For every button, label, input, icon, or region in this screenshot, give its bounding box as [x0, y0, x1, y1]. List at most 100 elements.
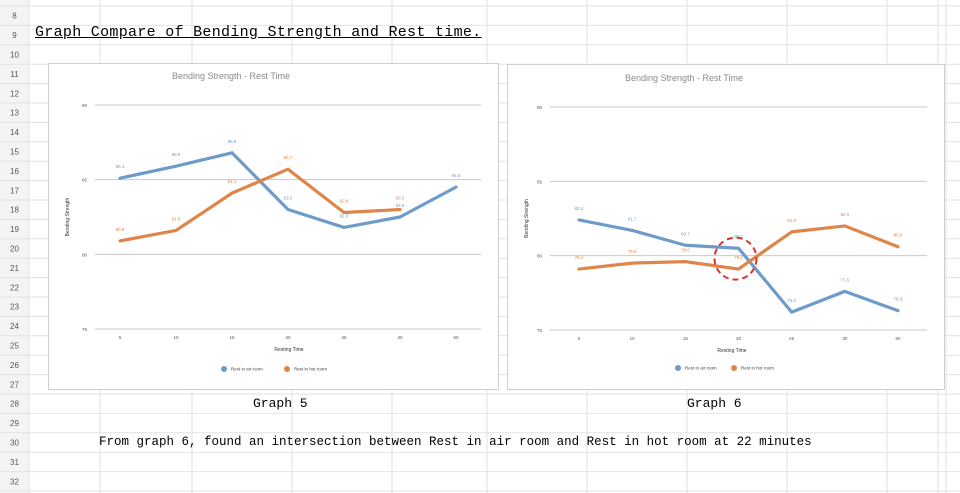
sheet-heading: Graph Compare of Bending Strength and Re… [35, 24, 482, 41]
series-hot-room-data-label: 84.1 [228, 179, 237, 184]
series-air-room-data-label: 86.8 [228, 139, 237, 144]
chart-graph-5[interactable]: Bending Strength - Rest Time 75 80 85 90 5 10 1… [48, 63, 499, 390]
chart-graph-6[interactable]: Bending Strength - Rest Time 75 80 85 90 5 10 1… [507, 64, 945, 390]
x-tick-label: 20 [736, 336, 742, 341]
row-number: 28 [10, 400, 19, 409]
y-tick-label: 90 [82, 103, 88, 108]
x-tick-label: 25 [341, 335, 347, 340]
series-air-room-data-label: 77.6 [840, 277, 849, 282]
row-number: 24 [10, 322, 19, 331]
legend-label: Rest in hot room [741, 366, 774, 371]
x-tick-label: 10 [173, 335, 179, 340]
legend-marker [284, 366, 290, 372]
row-number: 11 [10, 70, 19, 79]
graph-6-caption: Graph 6 [687, 396, 742, 411]
x-tick-label: 5 [119, 335, 122, 340]
x-tick-label: 15 [229, 335, 235, 340]
graph-5-caption: Graph 5 [253, 396, 308, 411]
series-air-room-line [577, 218, 900, 314]
row-number: 32 [10, 477, 19, 486]
series-hot-room-data-label: 82.8 [340, 199, 349, 204]
series-air-room-data-label: 85.1 [116, 164, 125, 169]
series-air-room-data-label: 83.0 [284, 196, 293, 201]
legend-label: Rest in air room [231, 367, 263, 372]
series-air-room-data-label: 76.3 [894, 297, 903, 302]
series-air-room-data-label: 81.7 [628, 216, 637, 221]
row-number: 9 [12, 31, 17, 40]
row-header-column [0, 0, 29, 493]
intersection-note: From graph 6, found an intersection betw… [99, 435, 812, 449]
series-air-room-data-label: 76.2 [787, 298, 796, 303]
series-hot-room-data-label: 81.6 [787, 218, 796, 223]
chart-title: Bending Strength - Rest Time [172, 71, 290, 81]
x-tick-label: 60 [895, 336, 901, 341]
series-hot-room-line [577, 224, 900, 271]
x-tick-label: 30 [397, 335, 403, 340]
y-axis-label: Bending Strength [524, 199, 530, 238]
y-tick-label: 90 [537, 105, 543, 110]
row-number: 19 [10, 225, 19, 234]
row-number: 22 [10, 283, 19, 292]
series-hot-room-data-label: 79.1 [575, 255, 584, 260]
row-number: 16 [10, 167, 19, 176]
row-number: 8 [12, 12, 17, 21]
row-number: 21 [10, 264, 19, 273]
y-axis-label: Bending Strength [65, 197, 71, 236]
x-tick-label: 25 [789, 336, 795, 341]
series-hot-room-data-label: 82.0 [840, 212, 849, 217]
y-tick-label: 85 [537, 179, 543, 184]
legend-label: Rest in hot room [294, 367, 327, 372]
x-tick-label: 15 [683, 336, 689, 341]
row-number: 14 [10, 128, 19, 137]
series-hot-room-data-label: 79.6 [681, 248, 690, 253]
row-number: 30 [10, 439, 19, 448]
series-hot-room-data-label: 83.0 [396, 196, 405, 201]
x-axis-label: Resting Time [274, 347, 303, 353]
x-axis-label: Resting Time [717, 348, 746, 354]
series-air-room-data-label: 80.7 [681, 231, 690, 236]
series-hot-room-line [118, 167, 402, 243]
row-number: 18 [10, 206, 19, 215]
y-tick-label: 80 [82, 252, 88, 257]
y-tick-label: 80 [537, 254, 543, 259]
row-number: 25 [10, 342, 19, 351]
legend-marker [221, 366, 227, 372]
row-number: 12 [10, 89, 19, 98]
series-air-room-data-label: 85.9 [172, 152, 181, 157]
y-tick-label: 75 [82, 327, 88, 332]
series-air-room-data-label: 82.5 [396, 203, 405, 208]
x-tick-label: 30 [842, 336, 848, 341]
legend-marker [731, 365, 737, 371]
y-tick-label: 85 [82, 178, 88, 183]
legend-marker [675, 365, 681, 371]
x-tick-label: 10 [630, 336, 636, 341]
row-number: 27 [10, 380, 19, 389]
row-number: 31 [10, 458, 19, 467]
row-number: 13 [10, 109, 19, 118]
legend-label: Rest in air room [685, 366, 717, 371]
series-air-room-line [118, 151, 458, 230]
series-air-room-data-label: 82.4 [575, 206, 584, 211]
series-air-room-data-label: 84.5 [452, 173, 461, 178]
row-number: 10 [10, 51, 19, 60]
row-number: 26 [10, 361, 19, 370]
x-tick-label: 5 [578, 336, 581, 341]
x-tick-label: 60 [453, 335, 459, 340]
row-number: 20 [10, 245, 19, 254]
series-hot-room-data-label: 85.7 [284, 155, 293, 160]
series-hot-room-data-label: 79.1 [734, 255, 743, 260]
series-air-room-data-label: 81.8 [340, 213, 349, 218]
series-air-room-data-label: 80.5 [734, 234, 743, 239]
chart-title: Bending Strength - Rest Time [625, 73, 743, 83]
series-hot-room-data-label: 79.5 [628, 249, 637, 254]
row-number: 23 [10, 303, 19, 312]
row-number: 29 [10, 419, 19, 428]
chart-graph-5-svg: Bending Strength - Rest Time 75 80 85 90 5 10 1… [65, 71, 481, 372]
chart-graph-6-svg: Bending Strength - Rest Time 75 80 85 90 5 10 1… [524, 73, 927, 371]
series-hot-room-data-label: 80.6 [894, 233, 903, 238]
row-number: 17 [10, 186, 19, 195]
row-number: 15 [10, 148, 19, 157]
series-hot-room-data-label: 81.6 [172, 216, 181, 221]
x-tick-label: 20 [285, 335, 291, 340]
y-tick-label: 75 [537, 328, 543, 333]
